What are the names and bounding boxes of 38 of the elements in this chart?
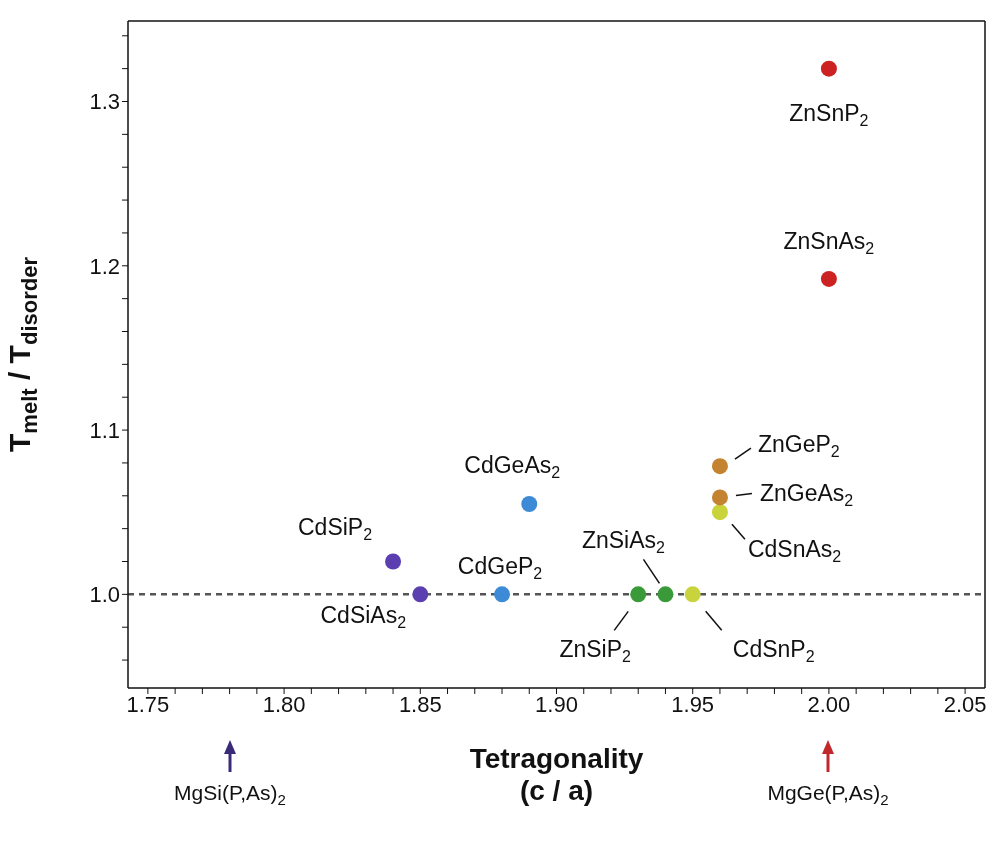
point bbox=[711, 489, 728, 506]
annotation: ZnSnAs$_{2}$ bbox=[783, 227, 875, 257]
point bbox=[820, 270, 837, 287]
x-tick-label: 2.05 bbox=[943, 691, 987, 717]
x-tick-label: 1.85 bbox=[398, 691, 442, 717]
point bbox=[412, 586, 429, 603]
point bbox=[711, 504, 728, 521]
point bbox=[820, 60, 837, 77]
annotation: CdSnP$_{2}$ bbox=[732, 636, 815, 666]
annotation: CdGeP$_{2}$ bbox=[457, 553, 543, 583]
point bbox=[521, 496, 538, 512]
y-tick-label: 1.3 bbox=[89, 89, 120, 115]
text: MgGe(P,As)$_{2}$ bbox=[767, 781, 889, 808]
x-tick-label: 1.90 bbox=[535, 691, 578, 717]
annotation: ZnSiAs$_{2}$ bbox=[581, 527, 666, 557]
text: MgSi(P,As)$_{2}$ bbox=[174, 781, 286, 808]
annotation: ZnGeP$_{2}$ bbox=[757, 431, 840, 461]
y-tick-label: 1.1 bbox=[89, 417, 120, 443]
annotation: CdGeAs$_{2}$ bbox=[464, 452, 561, 481]
x-tick-label: 1.75 bbox=[126, 691, 170, 717]
point bbox=[657, 586, 674, 603]
annotation: ZnSnP$_{2}$ bbox=[789, 99, 869, 129]
x-tick-label: 2.00 bbox=[807, 691, 851, 717]
x-axis-title: Tetragonality (c / a) bbox=[469, 743, 644, 806]
annotation: ZnGeAs$_{2}$ bbox=[759, 480, 854, 510]
x-tick-label: 1.80 bbox=[262, 691, 306, 717]
point bbox=[711, 458, 728, 475]
point bbox=[385, 553, 402, 570]
point bbox=[494, 586, 511, 603]
point bbox=[630, 586, 647, 603]
annotation: CdSiAs$_{2}$ bbox=[320, 602, 407, 632]
y-tick-label: 1.2 bbox=[89, 253, 120, 279]
x-tick-label: 1.95 bbox=[671, 691, 715, 717]
annotation: ZnSiP$_{2}$ bbox=[559, 636, 632, 666]
point bbox=[684, 586, 701, 603]
y-tick-label: 1.0 bbox=[89, 582, 120, 608]
annotation: CdSiP$_{2}$ bbox=[298, 513, 373, 543]
annotation: CdSnAs$_{2}$ bbox=[747, 536, 842, 566]
